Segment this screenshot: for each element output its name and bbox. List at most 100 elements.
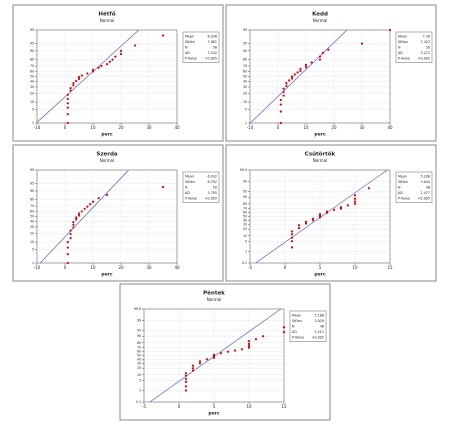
data-point: [105, 193, 109, 197]
y-tick-label: 50: [30, 215, 34, 219]
data-point: [321, 51, 324, 55]
x-tick-label: 40: [174, 265, 180, 270]
stat-label: Mean: [398, 35, 407, 39]
data-point: [388, 28, 392, 32]
data-point: [119, 49, 123, 52]
stat-value: 3.029: [315, 319, 324, 323]
data-point: [184, 385, 188, 388]
x-tick-label: 20: [331, 125, 337, 130]
y-tick-label: 80: [137, 341, 141, 345]
data-point: [66, 106, 69, 109]
data-point: [69, 232, 72, 236]
chart-title: Péntek: [203, 290, 225, 297]
data-point: [247, 344, 251, 347]
stat-value: 4.211: [315, 330, 324, 334]
y-tick-label: 80: [243, 202, 247, 206]
stat-value: 1.477: [421, 191, 430, 195]
y-tick-label: 99: [243, 28, 247, 32]
data-point: [299, 69, 302, 73]
data-point: [261, 335, 265, 338]
y-tick-label: 30: [243, 85, 247, 89]
chart-title: Kedd: [312, 12, 328, 18]
y-tick-label: 70: [30, 64, 34, 68]
y-tick-label: 40: [30, 220, 34, 224]
data-point: [240, 348, 244, 351]
y-tick-label: 90: [243, 49, 247, 53]
x-tick-label: 40: [174, 125, 180, 130]
x-tick-label: 5: [319, 265, 322, 270]
y-tick-label: 60: [243, 69, 247, 73]
x-tick-label: 30: [146, 125, 152, 130]
fit-line: [39, 170, 129, 263]
data-point: [119, 52, 123, 56]
y-tick-label: 10: [243, 234, 247, 238]
stat-label: N: [292, 325, 295, 329]
x-tick-label: -5: [142, 404, 146, 409]
x-axis-label: perc: [101, 132, 112, 138]
data-point: [290, 75, 294, 78]
x-tick-label: -10: [247, 125, 254, 130]
x-tick-label: 0: [64, 125, 67, 130]
fit-line: [37, 30, 140, 123]
stat-label: StDev: [398, 40, 408, 44]
stat-label: Mean: [185, 35, 194, 39]
stat-label: StDev: [292, 319, 302, 323]
y-tick-label: 70: [137, 346, 141, 350]
y-tick-label: 1: [245, 250, 247, 254]
y-tick-label: 50: [243, 215, 247, 219]
x-tick-label: 10: [90, 265, 96, 270]
y-tick-label: 0.1: [136, 400, 141, 404]
stat-label: P-Value: [292, 336, 304, 340]
data-point: [91, 200, 95, 203]
data-point: [279, 110, 282, 113]
data-point: [293, 73, 296, 76]
data-point: [282, 94, 285, 97]
stat-value: 3.044: [421, 180, 430, 184]
stats-box: [182, 31, 220, 63]
stat-value: 56: [213, 46, 217, 50]
stats-box: [289, 310, 327, 342]
data-point: [296, 71, 299, 74]
y-tick-label: 99.9: [240, 168, 247, 172]
stat-label: P-Value: [398, 57, 410, 61]
x-axis-label: perc: [208, 411, 219, 417]
stat-label: StDev: [398, 180, 408, 184]
data-point: [290, 233, 294, 236]
data-point: [304, 66, 308, 69]
y-tick-label: 5: [139, 378, 141, 382]
data-point: [282, 87, 285, 90]
y-tick-label: 80: [30, 198, 34, 202]
data-point: [304, 220, 308, 223]
data-point: [290, 246, 294, 249]
y-tick-label: 5: [245, 107, 247, 111]
data-point: [288, 79, 291, 82]
data-point: [66, 121, 69, 125]
y-tick-label: 10: [30, 100, 34, 104]
y-tick-label: 50: [30, 75, 34, 79]
data-point: [247, 342, 251, 345]
data-point: [332, 208, 336, 211]
stats-box: [182, 171, 220, 203]
data-point: [97, 66, 100, 69]
stat-label: P-Value: [398, 197, 410, 201]
y-tick-label: 70: [243, 207, 247, 211]
data-point: [226, 350, 230, 353]
data-point: [247, 346, 251, 349]
data-point: [161, 185, 165, 189]
data-point: [66, 112, 69, 116]
stat-value: 7.881: [208, 40, 217, 44]
data-point: [318, 58, 322, 61]
x-tick-label: -10: [34, 125, 41, 130]
stat-label: P-Value: [185, 57, 197, 61]
chart-subtitle: Normal: [313, 158, 327, 163]
y-tick-label: 10: [30, 240, 34, 244]
data-point: [318, 213, 322, 216]
stat-label: N: [398, 186, 401, 190]
data-point: [247, 340, 251, 343]
data-point: [86, 72, 89, 75]
stat-value: 6.792: [208, 180, 217, 184]
y-tick-label: 99: [30, 28, 34, 32]
data-point: [80, 210, 83, 213]
